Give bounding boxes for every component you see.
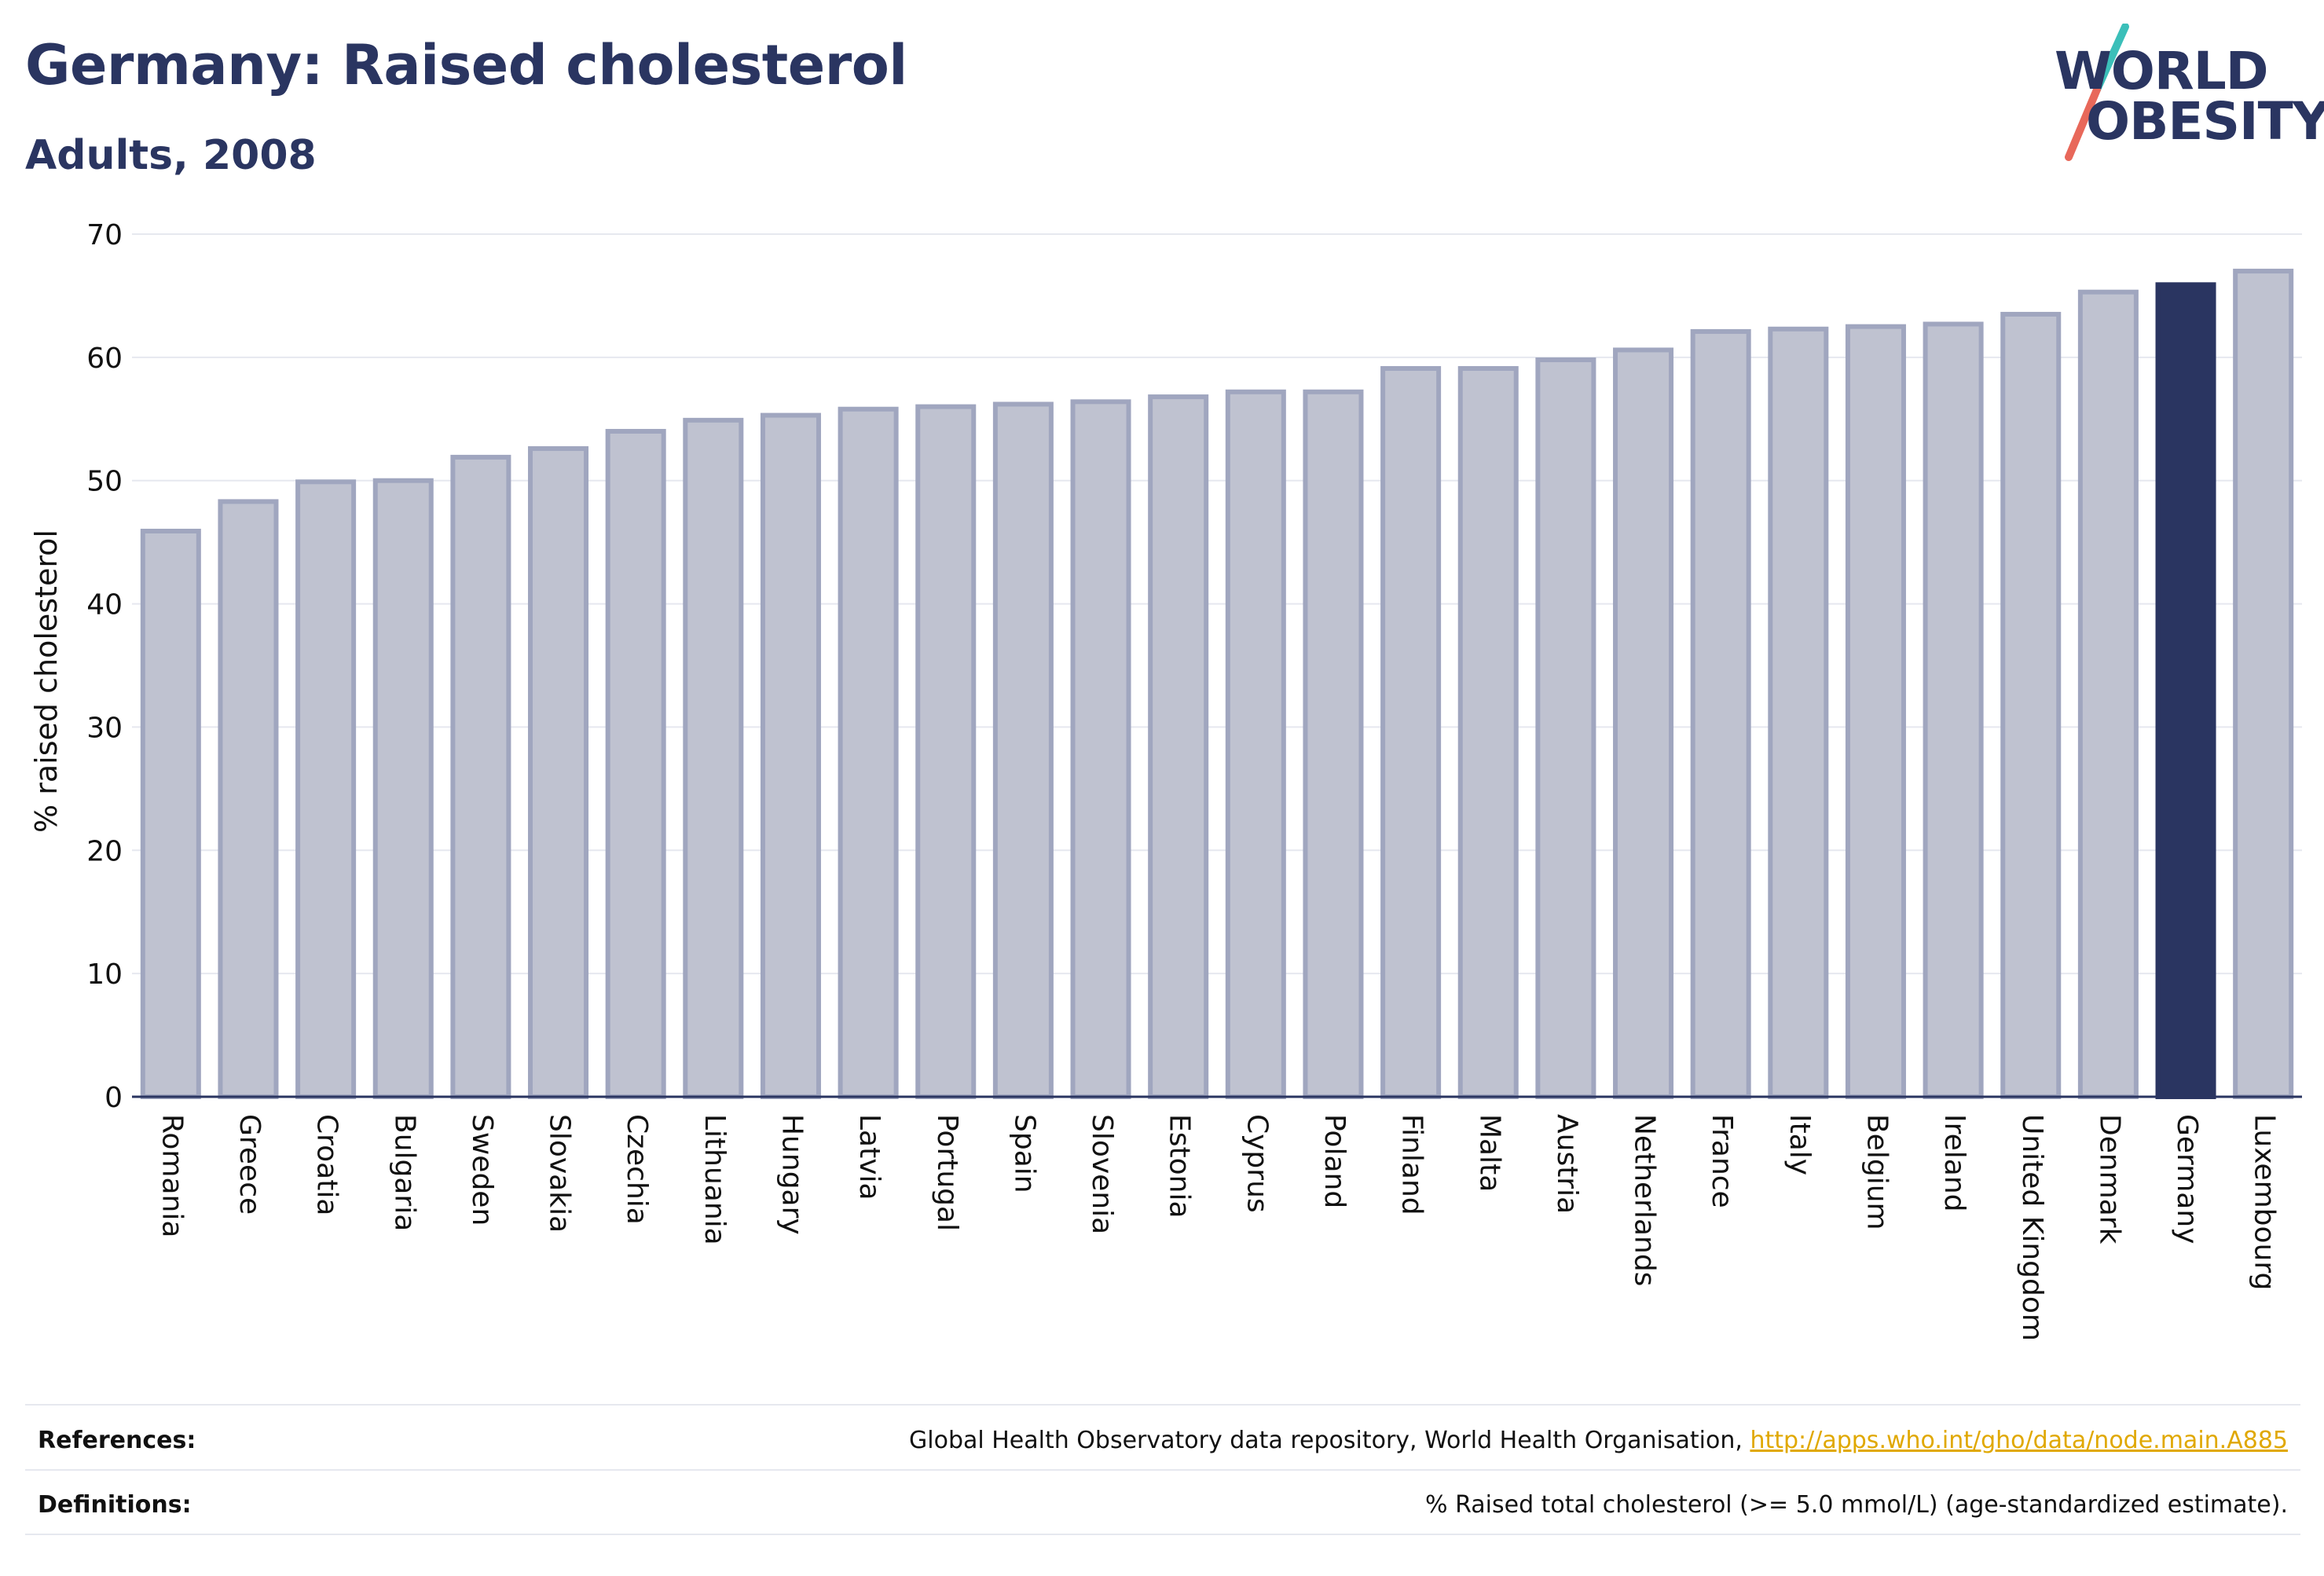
bar-poland[interactable] (1303, 389, 1364, 1099)
x-tick-label: Romania (156, 1114, 188, 1237)
logo-line2: OBESITY (2086, 91, 2324, 152)
bar-netherlands[interactable] (1613, 347, 1674, 1099)
y-tick-labels: 0 10 20 30 40 50 60 70 (86, 219, 123, 1114)
y-tick-label: 70 (86, 219, 123, 251)
bar-germany[interactable] (2155, 282, 2216, 1100)
x-tick-label: Austria (1551, 1114, 1583, 1214)
x-tick-label: Croatia (311, 1114, 343, 1215)
references-value: Global Health Observatory data repositor… (909, 1427, 2288, 1454)
bar-sweden[interactable] (450, 454, 511, 1099)
footer-divider-bottom (25, 1534, 2300, 1535)
y-tick-label: 30 (86, 712, 123, 744)
x-tick-label: Italy (1783, 1114, 1816, 1175)
x-tick-labels: Romania Greece Croatia Bulgaria Sweden Slovak… (156, 1114, 2280, 1341)
bar-portugal[interactable] (915, 404, 977, 1100)
references-link[interactable]: http://apps.who.int/gho/data/node.main.A… (1750, 1427, 2288, 1454)
x-tick-label: Slovakia (544, 1114, 576, 1233)
x-tick-label: Cyprus (1241, 1114, 1273, 1213)
bar-lithuania[interactable] (683, 417, 744, 1099)
x-tick-label: Germany (2171, 1114, 2203, 1244)
bar-estonia[interactable] (1148, 394, 1209, 1099)
y-tick-label: 0 (104, 1082, 123, 1114)
bar-chart: 0 10 20 30 40 50 60 70 Romania Greece Croatia Bulg… (29, 219, 2302, 1341)
bar-cyprus[interactable] (1225, 389, 1286, 1099)
x-tick-label: Sweden (466, 1114, 498, 1226)
bar-slovenia[interactable] (1070, 399, 1131, 1099)
x-tick-label: Lithuania (698, 1114, 731, 1245)
bar-greece[interactable] (218, 499, 279, 1099)
chart-title: Germany: Raised cholesterol (25, 33, 907, 97)
bar-hungary[interactable] (760, 412, 821, 1099)
footer-divider-middle (25, 1469, 2300, 1471)
x-tick-label: Slovenia (1086, 1114, 1118, 1234)
references-label: References: (38, 1427, 196, 1454)
references-text: Global Health Observatory data repositor… (909, 1427, 1750, 1454)
y-tick-label: 20 (86, 835, 123, 867)
bar-finland[interactable] (1380, 365, 1442, 1099)
chart-subtitle: Adults, 2008 (25, 132, 317, 179)
logo-slash-icon (2065, 24, 2129, 161)
x-tick-label: Finland (1396, 1114, 1428, 1215)
bar-latvia[interactable] (838, 406, 899, 1100)
bar-belgium[interactable] (1845, 324, 1906, 1099)
x-tick-label: Spain (1008, 1114, 1040, 1193)
bar-luxembourg[interactable] (2233, 269, 2294, 1100)
bar-denmark[interactable] (2077, 289, 2139, 1099)
x-tick-label: Poland (1318, 1114, 1351, 1208)
x-tick-label: Ireland (1938, 1114, 1970, 1212)
definitions-label: Definitions: (38, 1491, 192, 1519)
x-tick-label: Luxembourg (2249, 1114, 2281, 1290)
x-tick-label: Portugal (931, 1114, 963, 1231)
x-tick-label: Denmark (2093, 1114, 2125, 1244)
x-tick-label: United Kingdom (2016, 1114, 2048, 1341)
x-tick-label: Czechia (621, 1114, 653, 1225)
world-obesity-logo: WORLD OBESITY (2047, 24, 2324, 165)
x-tick-label: Estonia (1164, 1114, 1196, 1219)
definitions-value: % Raised total cholesterol (>= 5.0 mmol/… (1425, 1491, 2288, 1519)
y-tick-label: 10 (86, 958, 123, 991)
bar-czechia[interactable] (605, 428, 666, 1099)
bar-france[interactable] (1690, 328, 1751, 1100)
bar-austria[interactable] (1535, 357, 1596, 1100)
logo-line1: WORLD (2055, 41, 2269, 101)
footer-divider-top (25, 1404, 2300, 1406)
x-tick-label: Greece (233, 1114, 266, 1215)
x-tick-label: Hungary (775, 1114, 808, 1235)
bar-malta[interactable] (1457, 365, 1519, 1099)
bar-slovakia[interactable] (528, 445, 589, 1099)
x-tick-label: Belgium (1860, 1114, 1893, 1230)
y-tick-label: 50 (86, 466, 123, 498)
bar-ireland[interactable] (1923, 321, 1984, 1099)
y-tick-label: 60 (86, 343, 123, 375)
bar-spain[interactable] (992, 401, 1054, 1100)
y-tick-label: 40 (86, 589, 123, 621)
bar-croatia[interactable] (295, 479, 357, 1100)
bar-romania[interactable] (140, 529, 201, 1100)
bar-italy[interactable] (1768, 326, 1829, 1099)
x-tick-label: Malta (1473, 1114, 1505, 1192)
y-axis-label: % raised cholesterol (29, 530, 64, 833)
x-tick-label: Latvia (853, 1114, 885, 1200)
bar-bulgaria[interactable] (372, 478, 434, 1099)
bar-united-kingdom[interactable] (2000, 311, 2062, 1099)
x-tick-label: Netherlands (1629, 1114, 1661, 1286)
x-tick-label: Bulgaria (388, 1114, 420, 1231)
x-tick-label: France (1706, 1114, 1738, 1208)
